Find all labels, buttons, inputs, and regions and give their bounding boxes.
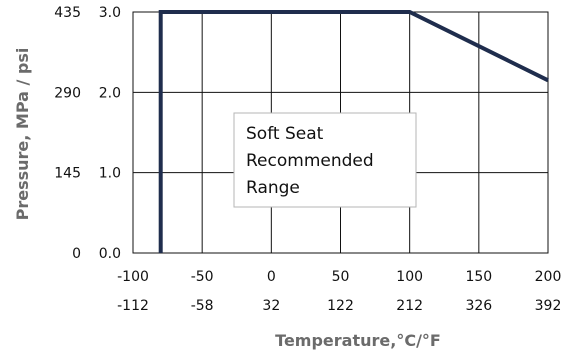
x-tick-label-c: 50 (332, 269, 350, 285)
y-tick-label-psi: 290 (54, 85, 81, 101)
x-tick-label-f: 392 (535, 298, 562, 314)
x-tick-label-c: 0 (267, 269, 276, 285)
x-tick-label-f: 326 (465, 298, 492, 314)
y-tick-label-mpa: 3.0 (99, 5, 121, 21)
series-line (158, 10, 549, 253)
y-tick-label-mpa: 0.0 (99, 246, 121, 262)
y-tick-label-psi: 145 (54, 166, 81, 182)
y-tick-label-mpa: 2.0 (99, 85, 121, 101)
x-axis-title: Temperature,°C/°F (275, 331, 441, 350)
x-tick-label-f: 122 (327, 298, 354, 314)
x-tick-label-c: 100 (396, 269, 423, 285)
annotation-line-3: Range (246, 178, 300, 198)
annotation-frame (233, 112, 417, 208)
annotation-line-1: Soft Seat (246, 124, 324, 144)
x-tick-label-c: 150 (465, 269, 492, 285)
x-tick-label-f: 32 (262, 298, 280, 314)
x-tick-label-c: 200 (535, 269, 562, 285)
x-tick-label-c: -50 (191, 269, 214, 285)
y-tick-label-psi: 0 (72, 246, 81, 262)
annotation-line-2: Recommended (246, 151, 374, 171)
x-tick-label-c: -100 (117, 269, 149, 285)
annotation-box: Soft Seat Recommended Range (233, 112, 417, 208)
x-tick-label-f: 212 (396, 298, 423, 314)
x-tick-label-f: -58 (191, 298, 214, 314)
y-axis-title: Pressure, MPa / psi (13, 48, 32, 221)
y-tick-label-mpa: 1.0 (99, 166, 121, 182)
tick-labels: -100 -112 -50 -58 0 32 50 122 100 212 150 326 200 392… (54, 5, 561, 314)
y-tick-label-psi: 435 (54, 5, 81, 21)
x-tick-label-f: -112 (117, 298, 149, 314)
